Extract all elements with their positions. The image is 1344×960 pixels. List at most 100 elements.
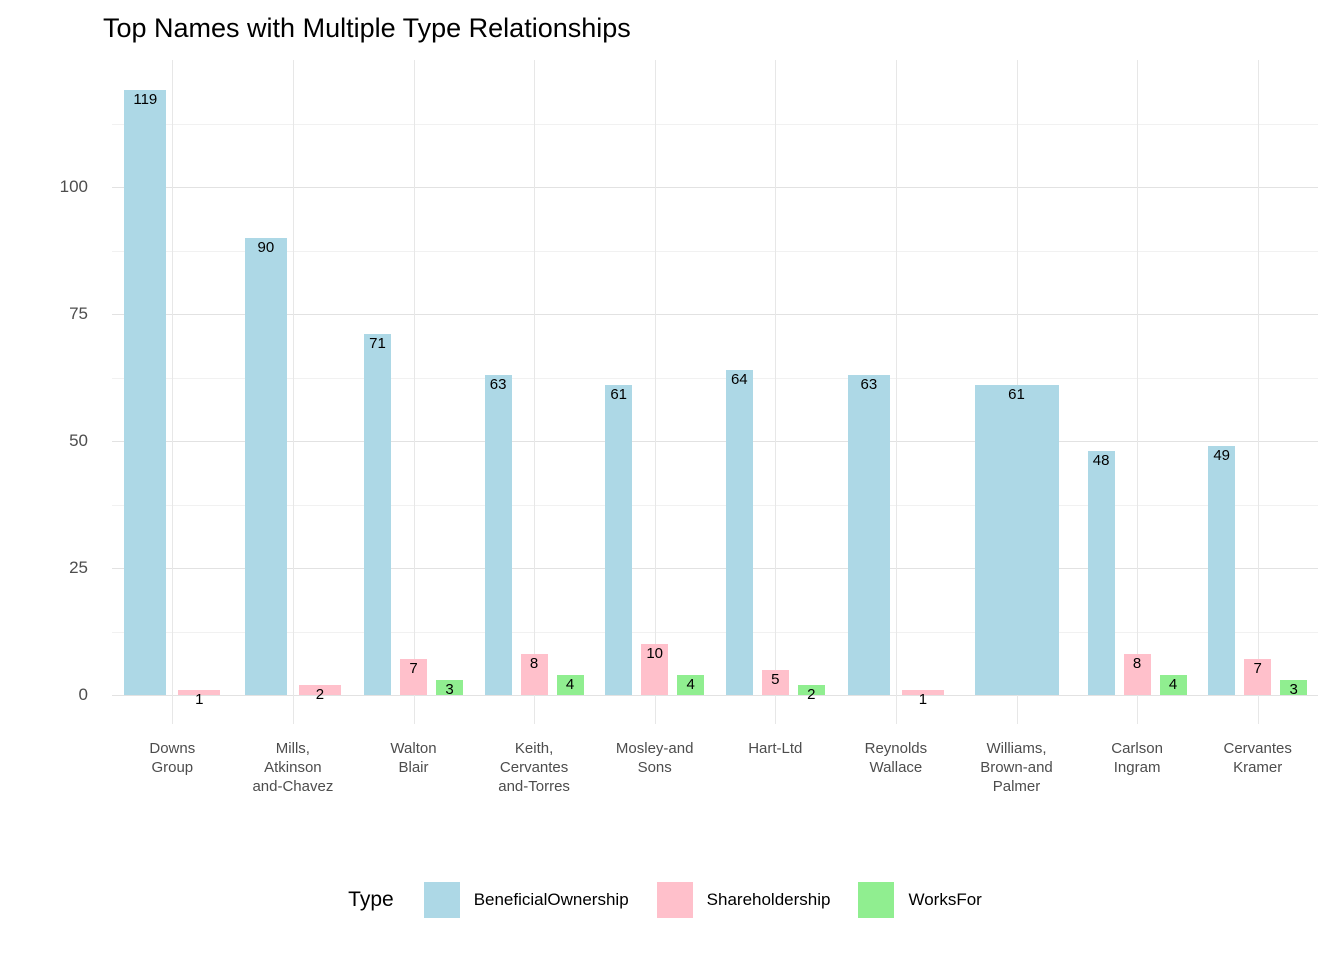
bar-value-label: 64 <box>730 370 748 388</box>
y-axis-tick-label: 100 <box>59 177 88 196</box>
bar-value-label: 2 <box>807 685 816 703</box>
gridline-major <box>112 568 1318 569</box>
x-axis-tick-label: Downs Group <box>149 740 196 776</box>
bar-group: 63 1 <box>847 374 944 708</box>
bar-value-label: 1 <box>195 690 204 708</box>
bar-value-label: 63 <box>860 375 878 393</box>
legend-swatch <box>858 882 895 918</box>
bar-beneficialownership: 61 <box>605 385 633 695</box>
bar-group: 48 8 4 <box>1087 451 1187 695</box>
bar-group: 71 7 3 <box>364 334 463 698</box>
gridline-minor <box>112 250 1318 252</box>
bar-value-label: 90 <box>257 238 275 256</box>
bar-beneficialownership: 61 <box>974 385 1059 695</box>
bar-shareholdership: 1 <box>901 689 944 708</box>
x-axis-tick-label: Keith, Cervantes and-Torres <box>498 740 570 795</box>
bar-value-label: 63 <box>489 375 507 393</box>
y-axis-tick-label: 0 <box>78 685 88 704</box>
bar-group: 61 <box>974 385 1059 695</box>
bar-shareholdership: 5 <box>761 669 789 695</box>
gridline-major <box>112 441 1318 442</box>
legend-swatch <box>656 882 693 918</box>
x-axis-tick-label: Williams, Brown-and Palmer <box>980 740 1053 795</box>
bar-beneficialownership: 63 <box>484 374 512 695</box>
bar-shareholdership: 1 <box>178 689 221 708</box>
bar-value-label: 3 <box>1289 680 1298 698</box>
bar-beneficialownership: 119 <box>124 90 167 695</box>
legend-label: Shareholdership <box>706 890 831 909</box>
bar-group: 63 8 4 <box>484 374 584 695</box>
bar-shareholdership: 10 <box>641 644 669 695</box>
gridline-vertical <box>895 60 897 724</box>
gridline-vertical <box>534 60 536 724</box>
legend-item-shareholdership: Shareholdership <box>656 882 831 918</box>
bar-group: 90 2 <box>244 237 341 703</box>
bar-worksfor: 4 <box>1159 674 1187 695</box>
legend-item-beneficialownership: BeneficialOwnership <box>423 882 629 918</box>
legend-label: BeneficialOwnership <box>473 890 629 909</box>
x-axis-tick-label: Carlson Ingram <box>1111 740 1163 776</box>
plot-panel <box>112 60 1318 724</box>
x-axis-tick-label: Reynolds Wallace <box>864 740 928 776</box>
legend-item-worksfor: WorksFor <box>858 882 982 918</box>
bar-shareholdership: 2 <box>298 684 341 703</box>
legend-title: Type <box>348 888 394 911</box>
bar-worksfor: 2 <box>797 684 825 703</box>
bar-shareholdership: 8 <box>520 654 548 695</box>
gridline-minor <box>112 123 1318 125</box>
gridline-major <box>112 187 1318 188</box>
gridline-major <box>112 314 1318 315</box>
bar-value-label: 71 <box>369 335 386 353</box>
y-axis-tick-label: 75 <box>69 304 88 323</box>
gridline-vertical <box>1257 60 1259 724</box>
bar-worksfor: 4 <box>556 674 584 695</box>
legend: Type BeneficialOwnership Shareholdership W… <box>0 882 1344 918</box>
bar-shareholdership: 7 <box>1244 659 1272 695</box>
bar-value-label: 8 <box>529 655 539 673</box>
gridline-vertical <box>292 60 294 724</box>
bar-value-label: 4 <box>686 675 695 693</box>
x-axis-tick-label: Mills, Atkinson and-Chavez <box>252 740 334 795</box>
gridline-vertical <box>1137 60 1139 724</box>
gridline-major <box>112 695 1318 696</box>
gridline-vertical <box>654 60 656 724</box>
bar-value-label: 1 <box>918 690 928 708</box>
x-axis-tick-label: Mosley-and Sons <box>615 740 694 776</box>
bar-group: 64 5 2 <box>725 369 825 703</box>
bar-group: 49 7 3 <box>1208 446 1308 698</box>
x-axis-tick-label: Hart-Ltd <box>748 740 803 757</box>
bar-value-label: 8 <box>1132 655 1142 673</box>
legend-label: WorksFor <box>908 890 982 909</box>
bar-beneficialownership: 71 <box>364 334 391 695</box>
bar-value-label: 61 <box>1008 386 1025 404</box>
gridline-minor <box>112 631 1318 633</box>
gridline-minor <box>112 377 1318 379</box>
bar-value-label: 119 <box>133 91 158 109</box>
bar-shareholdership: 7 <box>400 659 427 695</box>
bar-value-label: 7 <box>1253 660 1262 678</box>
bar-value-label: 4 <box>1168 675 1178 693</box>
bar-group: 61 10 4 <box>605 385 705 695</box>
bar-shareholdership: 8 <box>1123 654 1151 695</box>
bar-value-label: 10 <box>646 645 664 663</box>
bar-worksfor: 3 <box>436 679 463 698</box>
bar-value-label: 4 <box>565 675 575 693</box>
bar-value-label: 48 <box>1092 452 1110 470</box>
bar-beneficialownership: 63 <box>847 374 890 695</box>
bar-value-label: 2 <box>315 685 325 703</box>
bar-group: 119 1 <box>124 90 221 708</box>
bar-beneficialownership: 90 <box>244 237 287 695</box>
bar-beneficialownership: 64 <box>725 369 753 695</box>
bar-value-label: 7 <box>409 660 418 678</box>
gridline-vertical <box>413 60 415 724</box>
gridline-minor <box>112 504 1318 506</box>
bar-value-label: 61 <box>610 386 628 404</box>
x-axis-tick-label: Walton Blair <box>390 740 437 776</box>
gridline-vertical <box>172 60 174 724</box>
bar-value-label: 3 <box>445 680 454 698</box>
legend-swatch <box>423 882 460 918</box>
bar-worksfor: 3 <box>1280 679 1308 698</box>
chart-title: Top Names with Multiple Type Relationshi… <box>103 13 631 43</box>
y-axis-tick-label: 25 <box>69 558 88 577</box>
